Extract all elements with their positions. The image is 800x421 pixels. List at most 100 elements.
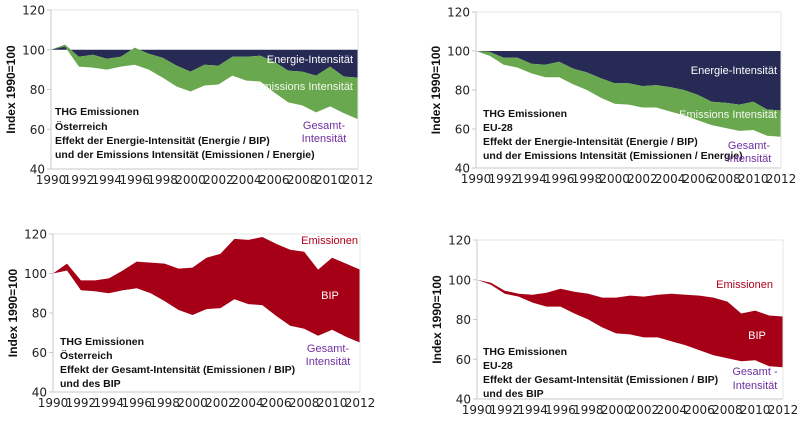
chart-title-line: Effekt der Energie-Intensität (Energie /… xyxy=(483,136,698,148)
x-tick-label: 1998 xyxy=(572,172,603,186)
x-tick-label: 1996 xyxy=(544,172,575,186)
y-tick-label: 60 xyxy=(30,123,45,137)
x-tick-label: 1990 xyxy=(36,173,67,187)
x-tick-label: 2004 xyxy=(233,396,264,410)
y-tick-label: 40 xyxy=(32,386,47,400)
gesamt-intensity-label: Gesamt- xyxy=(307,343,350,355)
x-tick-label: 2010 xyxy=(738,172,769,186)
chart-title-line: und der Emissions Intensität (Emissionen… xyxy=(483,150,743,162)
y-axis-label: Index 1990=100 xyxy=(4,45,18,134)
energy-intensity-label: Energie-Intensität xyxy=(691,65,777,77)
bip-label: BIP xyxy=(321,290,339,302)
chart-title-line: THG Emissionen xyxy=(483,108,567,120)
chart-title-line: und des BIP xyxy=(60,378,121,390)
x-tick-label: 1992 xyxy=(490,403,521,417)
gesamt-intensity-label: Gesamt- xyxy=(728,140,771,152)
chart-eu28-gesamt-intensity-bip: 40 60 80 100 120 1990199219941996199820002002… xyxy=(430,234,798,418)
chart-title-line: und der Emissions Intensität (Emissionen… xyxy=(55,149,315,161)
y-tick-label: 80 xyxy=(456,313,471,327)
chart-title-line: EU-28 xyxy=(483,122,513,134)
x-tick-label: 2008 xyxy=(287,173,318,187)
x-tick-label: 1990 xyxy=(462,403,493,417)
x-tick-label: 2010 xyxy=(317,396,348,410)
y-axis-label: Index 1990=100 xyxy=(6,268,20,357)
x-tick-label: 2000 xyxy=(599,172,630,186)
emissions-intensity-label: Emissions Intensität xyxy=(255,81,353,93)
bip-label: BIP xyxy=(748,330,766,342)
x-tick-label: 1998 xyxy=(147,173,178,187)
y-tick-label: 60 xyxy=(456,353,471,367)
y-tick-label: 120 xyxy=(22,4,45,18)
y-tick-label: 40 xyxy=(456,393,471,407)
x-tick-label: 2008 xyxy=(712,403,743,417)
x-tick-label: 2002 xyxy=(627,172,658,186)
x-tick-label: 2000 xyxy=(601,403,632,417)
y-tick-label: 80 xyxy=(30,83,45,97)
y-tick-label: 100 xyxy=(448,273,471,287)
x-tick-label: 1990 xyxy=(38,396,69,410)
gesamt-intensity-label: Gesamt - xyxy=(732,366,778,378)
y-tick-label: 120 xyxy=(448,234,471,248)
x-tick-label: 2012 xyxy=(345,396,376,410)
energy-intensity-area xyxy=(476,51,781,111)
emissions-intensity-area xyxy=(476,51,781,137)
chart-title-line: Effekt der Energie-Intensität (Energie /… xyxy=(55,135,270,147)
y-tick-label: 80 xyxy=(455,84,470,98)
x-tick-label: 1994 xyxy=(94,396,125,410)
x-tick-label: 2008 xyxy=(289,396,320,410)
chart-title-line: Österreich xyxy=(60,349,113,362)
gesamt-intensity-label: Gesamt- xyxy=(303,120,346,132)
y-tick-label: 100 xyxy=(447,45,470,59)
x-tick-label: 2006 xyxy=(683,172,714,186)
emissionen-label: Emissionen xyxy=(716,279,773,291)
y-axis-label: Index 1990=100 xyxy=(430,275,444,364)
chart-title-line: THG Emissionen xyxy=(55,106,139,118)
x-tick-label: 1998 xyxy=(149,396,180,410)
y-tick-label: 120 xyxy=(24,228,47,242)
y-axis-label: Index 1990=100 xyxy=(429,45,443,134)
x-tick-label: 2010 xyxy=(740,403,771,417)
x-tick-label: 2004 xyxy=(231,173,262,187)
x-tick-label: 1992 xyxy=(66,396,97,410)
chart-title-line: THG Emissionen xyxy=(483,346,567,358)
x-tick-label: 2006 xyxy=(259,173,290,187)
energy-intensity-area xyxy=(51,44,358,78)
chart-austria-energy-emissions-intensity: 40 60 80 100 120 1990199219941996199820002002… xyxy=(4,4,373,188)
x-tick-label: 2006 xyxy=(261,396,292,410)
x-tick-label: 2012 xyxy=(343,173,374,187)
x-tick-label: 1992 xyxy=(488,172,519,186)
y-tick-label: 40 xyxy=(455,162,470,176)
emissions-intensity-area xyxy=(51,44,358,120)
bip-area xyxy=(53,237,360,343)
x-tick-label: 2002 xyxy=(205,396,236,410)
gesamt-intensity-label: Intensität xyxy=(302,133,347,145)
bip-area xyxy=(477,279,783,368)
x-tick-label: 2012 xyxy=(768,403,799,417)
chart-title-line: THG Emissionen xyxy=(60,336,144,348)
x-tick-label: 2006 xyxy=(684,403,715,417)
x-tick-label: 1998 xyxy=(573,403,604,417)
y-tick-label: 100 xyxy=(22,43,45,57)
gesamt-intensity-label: Intensität xyxy=(306,356,351,368)
y-tick-label: 100 xyxy=(24,267,47,281)
x-tick-label: 2000 xyxy=(177,396,208,410)
x-tick-label: 1992 xyxy=(64,173,95,187)
energy-intensity-label: Energie-Intensität xyxy=(267,54,353,66)
chart-title-line: Österreich xyxy=(55,120,108,133)
y-tick-label: 80 xyxy=(32,307,47,321)
x-tick-label: 2008 xyxy=(710,172,741,186)
chart-eu28-energy-emissions-intensity: 40 60 80 100 120 1990199219941996199820002002… xyxy=(429,6,796,187)
x-tick-label: 1990 xyxy=(461,172,492,186)
gesamt-intensity-label: Intensität xyxy=(727,153,772,165)
chart-title-line: und des BIP xyxy=(483,388,544,400)
x-tick-label: 1994 xyxy=(517,403,548,417)
x-tick-label: 2002 xyxy=(203,173,234,187)
y-tick-label: 40 xyxy=(30,163,45,177)
x-tick-label: 2004 xyxy=(655,172,686,186)
x-tick-label: 1994 xyxy=(516,172,547,186)
gesamt-intensity-label: Intensität xyxy=(733,380,778,392)
x-tick-label: 2012 xyxy=(766,172,797,186)
x-tick-label: 2010 xyxy=(315,173,346,187)
chart-title-line: EU-28 xyxy=(483,360,513,372)
